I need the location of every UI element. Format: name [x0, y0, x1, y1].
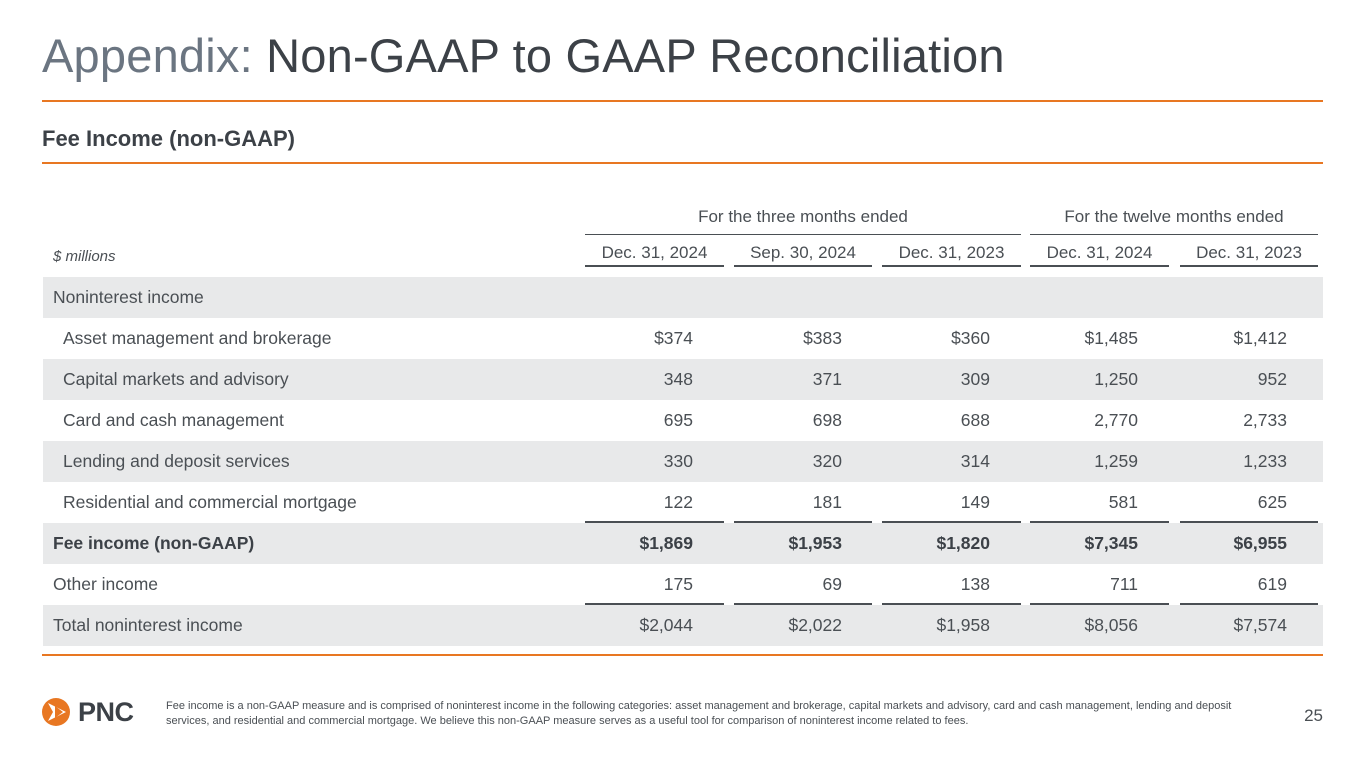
table-row: Other income 175 69 138 711 619 — [43, 564, 1323, 605]
table-cell: 69 — [822, 574, 842, 594]
table-cell: $8,056 — [1084, 615, 1138, 635]
table-cell: $1,953 — [788, 533, 842, 553]
column-header-rule — [734, 265, 872, 267]
subtitle-divider — [42, 162, 1323, 164]
group-header-rule — [585, 234, 1021, 235]
table-row: Asset management and brokerage $374 $383… — [43, 318, 1323, 359]
row-label: Total noninterest income — [53, 615, 243, 635]
pnc-logo-text: PNC — [78, 697, 134, 727]
table-cell: 149 — [960, 492, 990, 512]
table-cell: $1,958 — [936, 615, 990, 635]
column-header-rule — [1180, 265, 1318, 267]
table-cell: 2,770 — [1094, 410, 1138, 430]
table-cell: $1,820 — [936, 533, 990, 553]
table-row: Capital markets and advisory 348 371 309… — [43, 359, 1323, 400]
table-cell: 175 — [663, 574, 693, 594]
table-cell: 619 — [1257, 574, 1287, 594]
subtotal-rule — [1180, 603, 1318, 605]
table-cell: $374 — [654, 328, 693, 348]
table-cell: 330 — [663, 451, 693, 471]
table-cell: 122 — [663, 492, 693, 512]
subtotal-rule — [734, 603, 872, 605]
subtotal-rule — [882, 521, 1021, 523]
table-cell: 320 — [812, 451, 842, 471]
title-divider — [42, 100, 1323, 102]
table-cell: $383 — [803, 328, 842, 348]
table-cell: 695 — [663, 410, 693, 430]
table-cell: 2,733 — [1243, 410, 1287, 430]
table-cell: 1,259 — [1094, 451, 1138, 471]
group-header-twelve-months: For the twelve months ended — [1064, 207, 1284, 226]
column-header: Sep. 30, 2024 — [750, 243, 856, 262]
table-cell: $1,869 — [639, 533, 693, 553]
group-header-rule — [1030, 234, 1318, 235]
column-header: Dec. 31, 2024 — [1046, 243, 1153, 262]
table-cell: 348 — [663, 369, 693, 389]
table-cell: $6,955 — [1233, 533, 1287, 553]
row-label: Asset management and brokerage — [63, 328, 332, 348]
table-cell: 138 — [960, 574, 990, 594]
table-row: Lending and deposit services 330 320 314… — [43, 441, 1323, 482]
footnote: Fee income is a non-GAAP measure and is … — [166, 700, 1232, 727]
table-cell: 309 — [960, 369, 990, 389]
table-row: Residential and commercial mortgage 122 … — [43, 482, 1323, 523]
column-header: Dec. 31, 2023 — [898, 243, 1005, 262]
subtotal-rule — [1180, 521, 1318, 523]
row-label: Noninterest income — [53, 287, 204, 307]
page-number: 25 — [1304, 706, 1323, 725]
column-header: Dec. 31, 2023 — [1196, 243, 1302, 262]
subtotal-rule — [585, 521, 724, 523]
table-cell: 698 — [812, 410, 842, 430]
table-cell: $7,345 — [1084, 533, 1138, 553]
row-label: Lending and deposit services — [63, 451, 290, 471]
row-label: Card and cash management — [63, 410, 284, 430]
subtotal-rule — [882, 603, 1021, 605]
pnc-logo-icon — [42, 698, 70, 726]
subtotal-rule — [734, 521, 872, 523]
column-header-rule — [585, 265, 724, 267]
table-cell: 625 — [1257, 492, 1287, 512]
subtotal-rule — [1030, 603, 1169, 605]
units-label: $ millions — [53, 248, 116, 265]
table-row-total: Total noninterest income $2,044 $2,022 $… — [43, 605, 1323, 646]
column-header-rule — [882, 265, 1021, 267]
row-label: Fee income (non-GAAP) — [53, 533, 255, 553]
table-row: Card and cash management 695 698 688 2,7… — [43, 400, 1323, 441]
table-cell: $1,485 — [1084, 328, 1138, 348]
group-header-three-months: For the three months ended — [698, 207, 908, 226]
column-header-rule — [1030, 265, 1169, 267]
table-row-section-header: Noninterest income — [43, 277, 1323, 318]
table-cell: $1,412 — [1233, 328, 1287, 348]
subtotal-rule — [1030, 521, 1169, 523]
table-cell: 952 — [1257, 369, 1287, 389]
column-header: Dec. 31, 2024 — [601, 243, 708, 262]
table-row-fee-income-total: Fee income (non-GAAP) $1,869 $1,953 $1,8… — [43, 523, 1323, 564]
table-cell: $7,574 — [1233, 615, 1287, 635]
subtotal-rule — [585, 603, 724, 605]
table-cell: 581 — [1108, 492, 1138, 512]
title-main: Non-GAAP to GAAP Reconciliation — [266, 29, 1005, 82]
table-cell: 181 — [812, 492, 842, 512]
table-cell: 711 — [1110, 574, 1138, 594]
title-prefix: Appendix: — [42, 29, 253, 82]
table-cell: 314 — [960, 451, 990, 471]
section-subtitle: Fee Income (non-GAAP) — [42, 126, 296, 151]
table-cell: 1,250 — [1094, 369, 1138, 389]
table-cell: $360 — [951, 328, 990, 348]
table-cell: 688 — [960, 410, 990, 430]
table-bottom-divider — [42, 654, 1323, 656]
table-cell: 1,233 — [1243, 451, 1287, 471]
table-cell: $2,044 — [639, 615, 693, 635]
row-label: Other income — [53, 574, 159, 594]
slide-title: Appendix: Non-GAAP to GAAP Reconciliatio… — [42, 26, 1005, 86]
table-cell: $2,022 — [788, 615, 842, 635]
table-cell: 371 — [812, 369, 842, 389]
row-label: Capital markets and advisory — [63, 369, 289, 389]
row-label: Residential and commercial mortgage — [63, 492, 357, 512]
